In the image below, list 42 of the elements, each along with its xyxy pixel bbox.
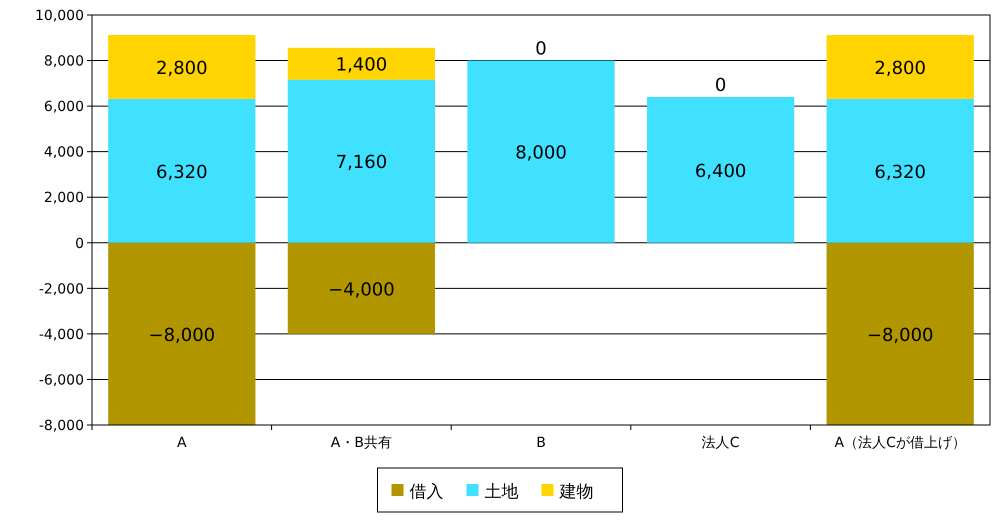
- legend-label: 借入: [410, 482, 444, 502]
- y-tick-label: -2,000: [38, 281, 84, 298]
- y-tick-label: -6,000: [38, 372, 84, 388]
- data-label: 2,800: [874, 58, 926, 79]
- y-tick-label: -8,000: [38, 418, 84, 434]
- y-tick-label: 2,000: [44, 190, 84, 206]
- bar: [108, 35, 256, 99]
- data-label: 2,800: [156, 58, 208, 79]
- data-label: 7,160: [336, 152, 388, 174]
- bar: [646, 97, 794, 243]
- data-label: 6,320: [156, 162, 208, 183]
- y-tick-label: 8,000: [44, 54, 84, 70]
- data-label: 0: [714, 75, 726, 96]
- bar: [826, 98, 974, 243]
- bar: [467, 60, 615, 243]
- data-label: 8,000: [515, 142, 567, 164]
- x-tick-label: A・B共有: [330, 435, 392, 451]
- bar: [288, 242, 436, 334]
- data-label: 6,400: [694, 160, 746, 182]
- data-label: 0: [535, 38, 547, 60]
- y-tick-label: 10,000: [35, 8, 84, 24]
- data-label: 1,400: [336, 54, 388, 76]
- x-tick-label: A（法人Cが借上げ）: [834, 435, 966, 451]
- data-label: 6,320: [874, 162, 926, 183]
- legend-label: 建物: [558, 482, 594, 502]
- y-tick-label: 4,000: [44, 144, 84, 161]
- data-label: −8,000: [148, 324, 216, 346]
- bar: [108, 98, 256, 243]
- x-tick-label: 法人C: [702, 435, 740, 451]
- bar: [108, 242, 256, 425]
- y-tick-label: 0: [75, 236, 84, 252]
- x-tick-label: B: [536, 435, 546, 451]
- data-label: −4,000: [328, 279, 395, 300]
- legend-label: 土地: [484, 482, 518, 502]
- bar: [288, 80, 436, 243]
- bar: [826, 35, 974, 99]
- y-tick-label: 6,000: [44, 99, 84, 116]
- x-tick-label: A: [177, 435, 188, 451]
- y-tick-label: -4,000: [38, 326, 84, 343]
- bar: [288, 48, 436, 80]
- data-label: −8,000: [866, 324, 934, 346]
- bar: [826, 242, 974, 425]
